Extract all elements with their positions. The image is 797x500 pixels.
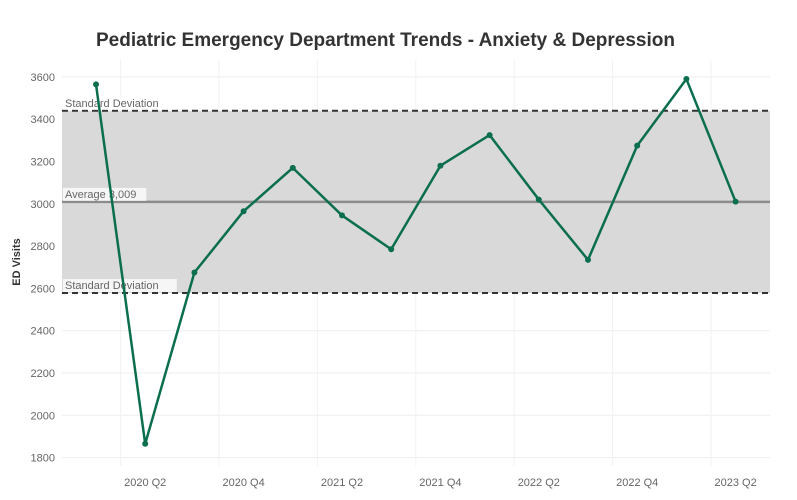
x-tick-label: 2020 Q2 [124, 477, 166, 489]
x-tick-label: 2022 Q4 [616, 477, 658, 489]
reference-label-bg [63, 96, 177, 110]
data-point [191, 269, 198, 276]
y-tick-label: 3600 [31, 72, 55, 84]
std-dev-label: Standard Deviation [65, 280, 159, 292]
y-tick-label: 2800 [31, 241, 55, 253]
data-point [486, 132, 493, 139]
y-tick-label: 2000 [31, 410, 55, 422]
x-tick-label: 2023 Q2 [714, 477, 756, 489]
data-point [634, 142, 641, 149]
y-tick-label: 2200 [31, 368, 55, 380]
std-dev-label: Standard Deviation [65, 98, 159, 110]
y-tick-label: 3000 [31, 199, 55, 211]
chart-title: Pediatric Emergency Department Trends - … [96, 30, 675, 51]
y-tick-label: 3400 [31, 114, 55, 126]
data-point [535, 196, 542, 203]
data-point [93, 81, 99, 88]
y-axis-title: ED Visits [11, 238, 23, 286]
reference-label-bg [63, 187, 147, 201]
x-tick-label: 2020 Q4 [222, 477, 264, 489]
data-point [339, 212, 345, 219]
data-point [388, 246, 395, 253]
y-tick-label: 1800 [31, 453, 55, 465]
y-tick-label: 3200 [31, 157, 55, 169]
data-point [437, 162, 444, 169]
data-point [142, 440, 149, 447]
average-label: Average 3,009 [65, 189, 136, 201]
x-tick-label: 2021 Q2 [321, 477, 363, 489]
x-tick-label: 2022 Q2 [518, 477, 560, 489]
y-tick-label: 2400 [31, 326, 55, 338]
reference-label-bg [63, 279, 177, 293]
x-tick-label: 2021 Q4 [419, 477, 461, 489]
x-axis-ticks: 2020 Q2 2020 Q4 2021 Q2 2021 Q4 2022 Q2 2022 … [124, 477, 757, 489]
data-point [240, 208, 247, 215]
series-line [94, 77, 737, 446]
reference-lines: Standard Deviation Average 3,009 Standard … [62, 96, 770, 295]
series [93, 76, 739, 447]
y-tick-label: 2600 [31, 283, 55, 295]
data-point [683, 76, 690, 83]
data-point [289, 164, 296, 171]
data-point [732, 198, 739, 205]
data-point [585, 256, 591, 263]
y-axis-ticks: 1800 2000 2200 2400 2600 2800 3000 3200 3400 3600 [31, 72, 55, 465]
